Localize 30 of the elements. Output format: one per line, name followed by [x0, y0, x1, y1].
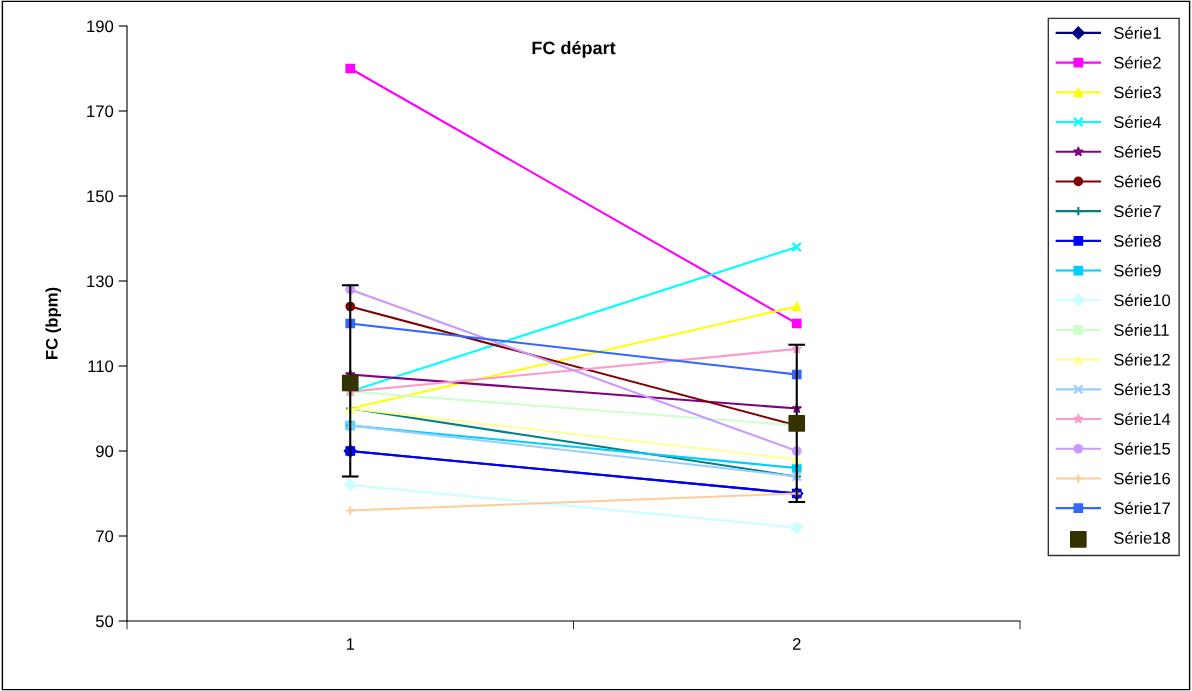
legend-label: Série18	[1114, 531, 1171, 544]
legend-label: Série7	[1114, 204, 1161, 218]
legend-label: Série15	[1114, 442, 1171, 455]
y-axis-title: FC (bpm)	[45, 287, 61, 359]
y-tick-label: 150	[87, 190, 114, 203]
text: FC départ	[532, 40, 616, 58]
legend-label: Série5	[1114, 145, 1161, 158]
legend-label: Série8	[1114, 234, 1161, 247]
y-tick-label: 50	[95, 615, 114, 628]
legend-label: Série2	[1114, 56, 1161, 69]
legend-label: Série17	[1114, 501, 1170, 515]
y-tick-label: 110	[88, 360, 114, 373]
legend-label: Série9	[1114, 264, 1161, 277]
legend-label: Série1	[1114, 26, 1161, 39]
legend-label: Série6	[1114, 174, 1161, 188]
y-tick-label: 130	[87, 275, 114, 288]
legend-label: Série10	[1114, 293, 1171, 307]
legend-label: Série13	[1114, 382, 1171, 396]
legend-label: Série3	[1114, 85, 1161, 99]
legend-label: Série16	[1114, 472, 1171, 485]
legend-label: Série11	[1114, 323, 1169, 336]
y-tick-label: 190	[87, 20, 114, 33]
x-tick-label: 2	[792, 638, 801, 650]
legend-label: Série4	[1114, 115, 1162, 129]
x-tick-label: 1	[346, 638, 355, 650]
legend-label: Série12	[1114, 353, 1170, 366]
y-tick-label: 90	[96, 445, 114, 458]
y-tick-label: 170	[87, 105, 114, 118]
legend-label: Série14	[1114, 412, 1171, 426]
y-tick-label: 70	[96, 530, 114, 543]
